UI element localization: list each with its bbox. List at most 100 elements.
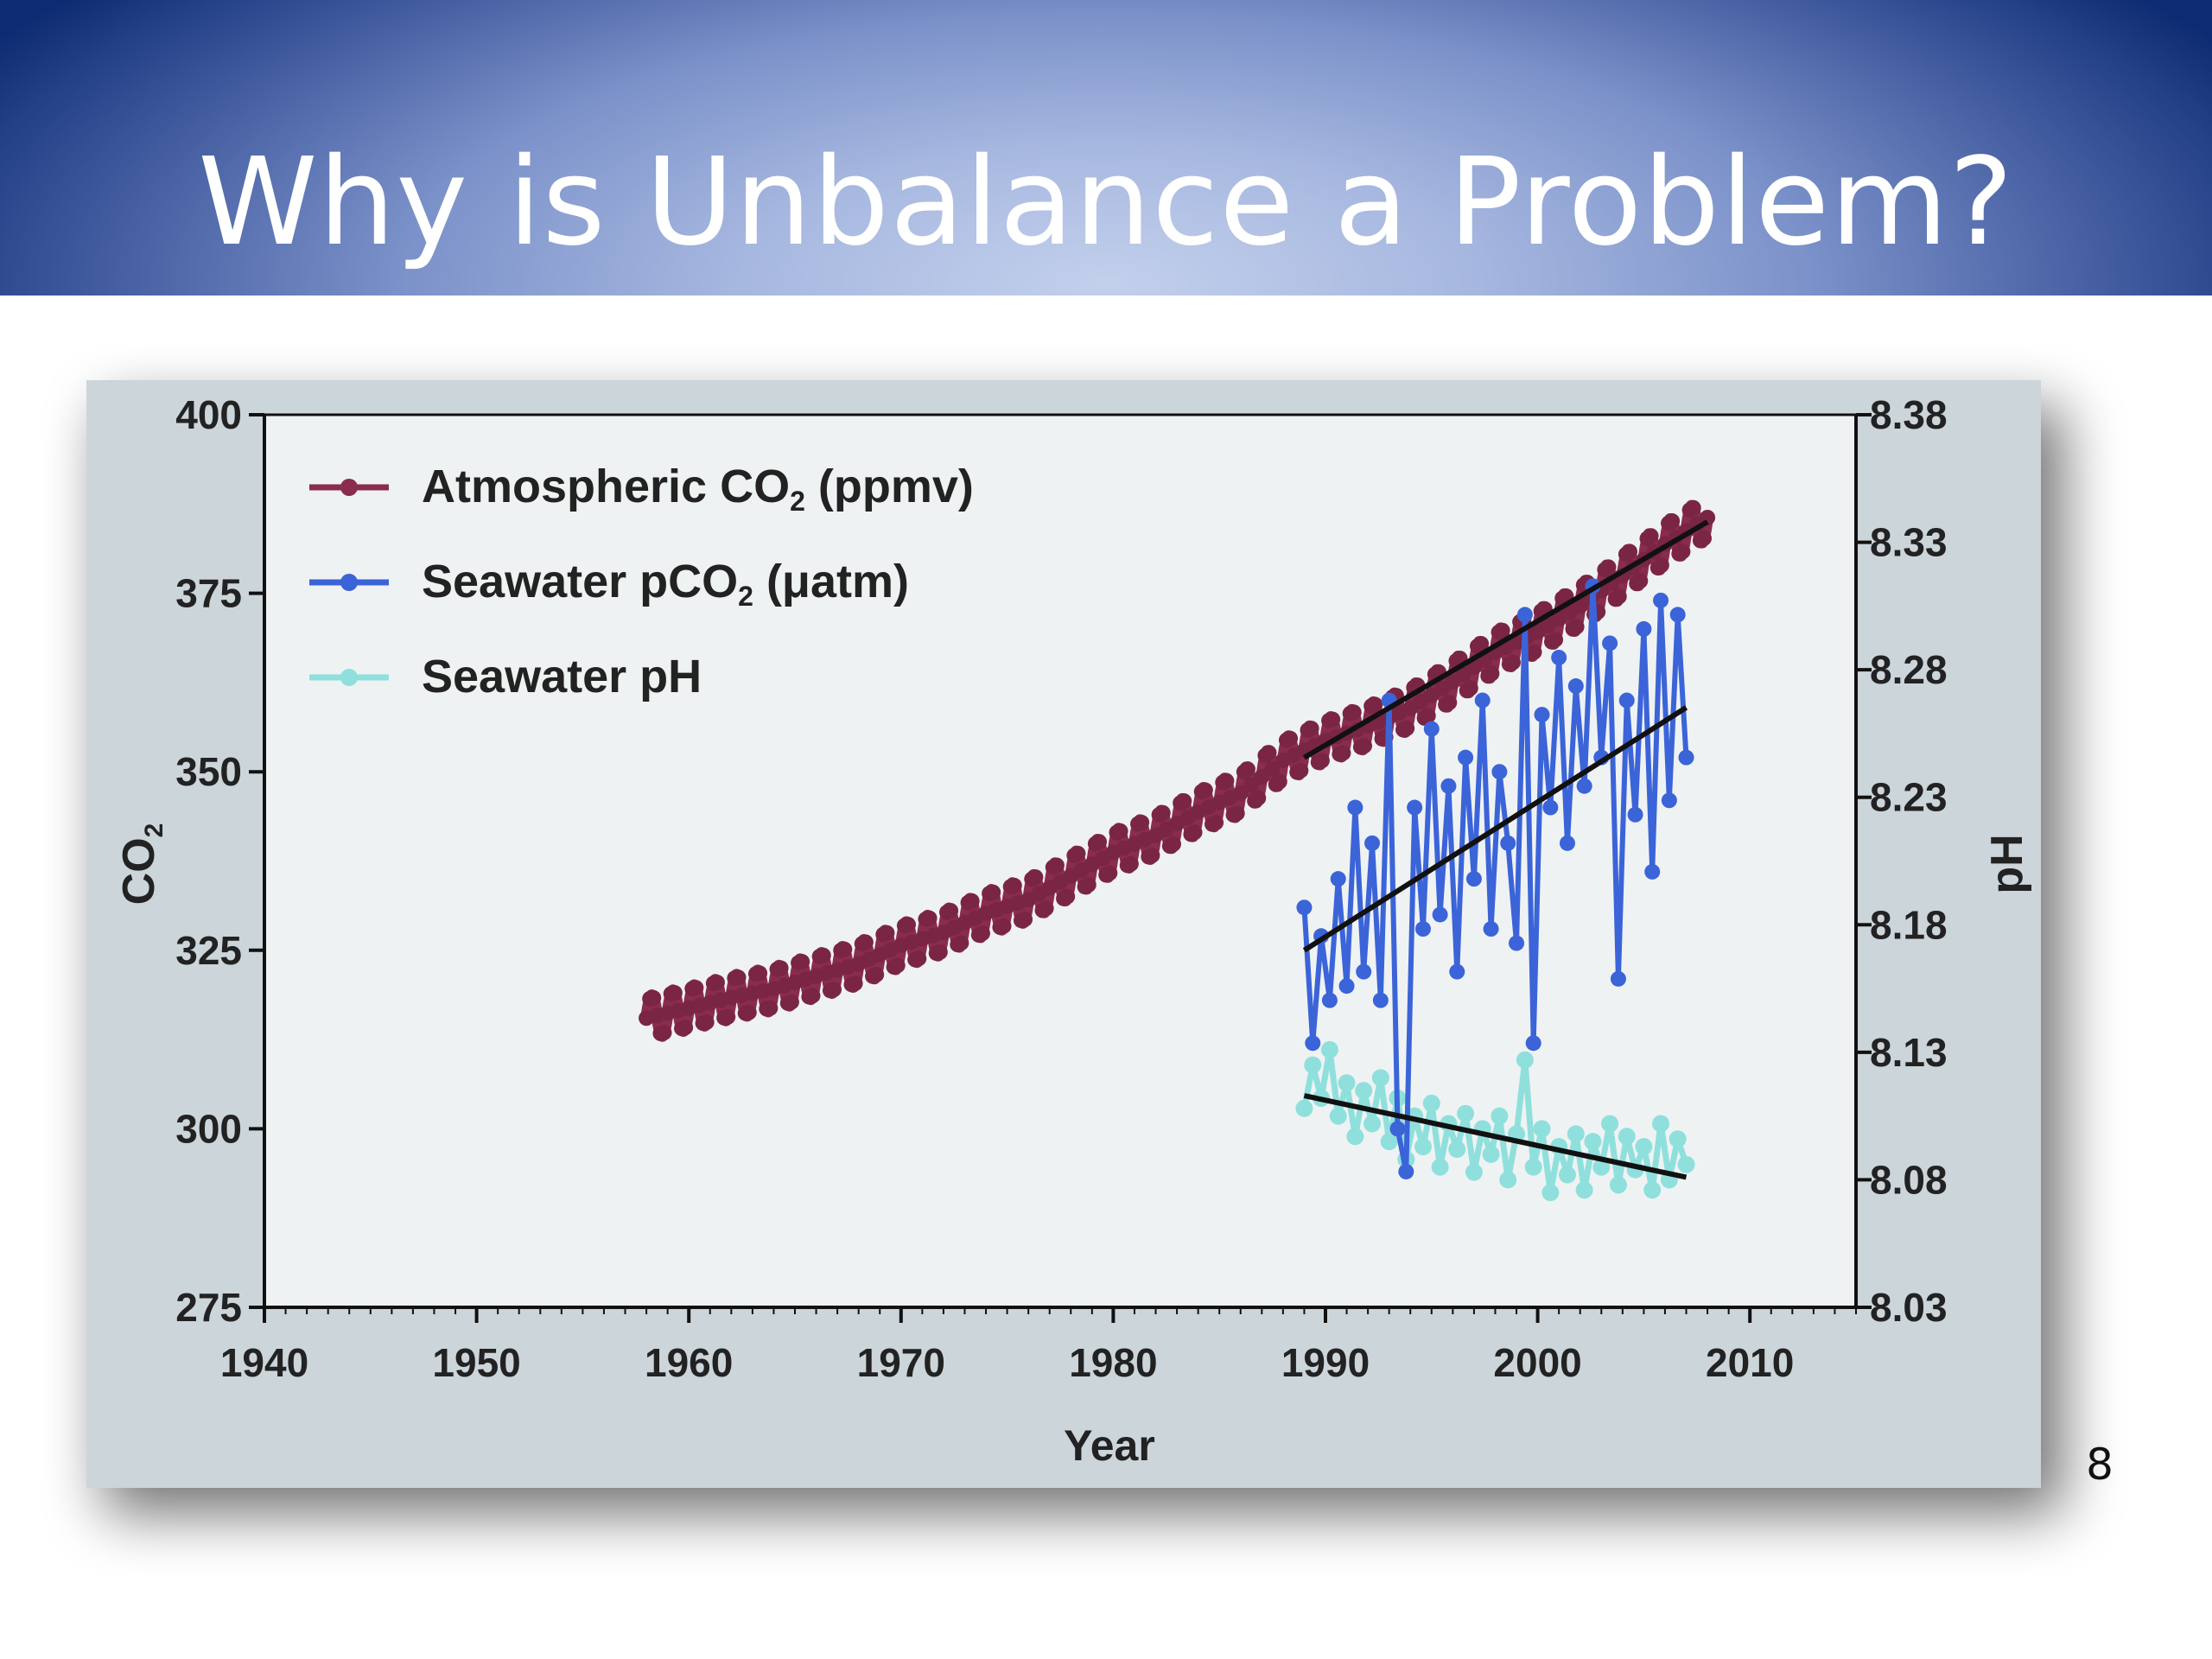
y-right-tick-label: 8.28	[1870, 647, 1948, 692]
pco2-data-point	[1661, 792, 1677, 809]
legend-label-unit: (ppmv)	[805, 461, 974, 512]
ph-data-point	[1584, 1133, 1602, 1151]
co2-data-point	[1048, 857, 1065, 874]
co2-data-point	[974, 925, 990, 942]
y-right-tick-label: 8.08	[1870, 1157, 1948, 1202]
y-axis-left-title-subscript: 2	[140, 823, 168, 838]
co2-data-point	[1685, 499, 1701, 516]
pco2-data-point	[1356, 963, 1372, 980]
ph-data-point	[1491, 1107, 1509, 1125]
co2-data-point	[1017, 911, 1033, 927]
ph-data-point	[1295, 1099, 1313, 1117]
x-tick-label: 1950	[432, 1340, 520, 1385]
co2-data-point	[645, 989, 662, 1006]
ph-data-point	[1422, 1094, 1440, 1112]
ph-data-point	[1304, 1056, 1322, 1074]
y-right-tick-label: 8.38	[1870, 392, 1948, 437]
co2-data-point	[1027, 869, 1044, 886]
co2-data-point	[1568, 619, 1585, 635]
co2-data-point	[1504, 654, 1521, 671]
co2-data-point	[1134, 814, 1150, 830]
co2-data-point	[1548, 632, 1564, 648]
co2-data-point	[1070, 845, 1086, 861]
co2-data-point	[666, 985, 683, 1001]
co2-data-point	[1261, 745, 1277, 761]
y-axis-right-title: pH	[1982, 834, 2032, 893]
co2-data-point	[1282, 730, 1299, 747]
co2-data-point	[953, 935, 969, 951]
co2-data-point	[985, 884, 1001, 900]
co2-data-point	[1664, 513, 1681, 530]
legend-co2-marker	[340, 479, 358, 496]
co2-data-point	[1462, 680, 1478, 696]
pco2-data-point	[1347, 799, 1363, 816]
co2-data-point	[868, 967, 885, 983]
co2-data-point	[995, 918, 1012, 934]
co2-data-point	[720, 1008, 736, 1025]
pco2-data-point	[1576, 778, 1592, 794]
ph-data-point	[1643, 1181, 1662, 1199]
co2-data-point	[1264, 760, 1281, 777]
co2-data-point	[1239, 761, 1255, 778]
pco2-data-point	[1296, 899, 1313, 916]
pco2-data-point	[1669, 607, 1686, 623]
co2-data-point	[1080, 876, 1096, 893]
co2-data-point	[1653, 557, 1669, 574]
ph-data-point	[1524, 1158, 1542, 1176]
header-band	[0, 0, 2212, 296]
pco2-data-point	[1440, 778, 1457, 794]
pco2-data-point	[1551, 649, 1567, 665]
ph-data-point	[1457, 1104, 1475, 1122]
co2-data-point	[1695, 531, 1712, 547]
co2-data-point	[1441, 695, 1458, 711]
co2-data-point	[921, 910, 938, 926]
co2-data-point	[847, 976, 863, 992]
co2-data-point	[1632, 573, 1649, 589]
chart-figure: 1940 1950 1960 1970 1980 1990 2000 2010 275 300 32…	[86, 380, 2041, 1488]
legend-label-main: Atmospheric CO	[422, 461, 790, 512]
co2-data-point	[1038, 900, 1054, 917]
co2-data-point	[857, 934, 874, 950]
legend-label-unit: (μatm)	[753, 556, 909, 607]
co2-data-point	[1325, 711, 1341, 728]
ph-data-point	[1338, 1074, 1356, 1092]
co2-data-point	[656, 1024, 672, 1040]
y-axis-left-title: CO2	[114, 823, 168, 906]
y-left-tick-label: 300	[175, 1106, 242, 1151]
co2-data-point	[688, 980, 704, 996]
x-tick-label: 1980	[1069, 1340, 1157, 1385]
co2-data-point	[1622, 543, 1638, 560]
ph-data-point	[1516, 1051, 1534, 1069]
pco2-data-point	[1423, 721, 1440, 737]
co2-data-point	[1303, 721, 1319, 737]
ph-data-point	[1448, 1141, 1466, 1159]
pco2-data-point	[1330, 871, 1346, 887]
co2-data-point	[1232, 785, 1249, 801]
pco2-data-point	[1678, 749, 1694, 766]
co2-data-point	[698, 1014, 715, 1031]
ph-data-point	[1380, 1133, 1398, 1151]
ph-data-point	[1465, 1163, 1483, 1181]
co2-data-point	[1229, 805, 1245, 822]
ph-data-point	[1346, 1128, 1364, 1146]
ph-data-point	[1635, 1138, 1653, 1156]
pco2-data-point	[1398, 1163, 1414, 1179]
co2-data-point	[1399, 720, 1415, 736]
co2-data-point	[1526, 644, 1542, 660]
pco2-data-point	[1338, 978, 1355, 995]
co2-data-point	[1254, 768, 1270, 785]
co2-data-point	[1420, 708, 1436, 724]
co2-data-point	[889, 957, 906, 974]
ph-data-point	[1669, 1130, 1687, 1148]
pco2-data-point	[1627, 806, 1643, 823]
x-tick-label: 2010	[1706, 1340, 1794, 1385]
x-axis-title: Year	[1064, 1421, 1155, 1470]
co2-data-point	[1335, 745, 1351, 761]
pco2-data-point	[1525, 1035, 1541, 1052]
co2-data-point	[1165, 836, 1181, 852]
pco2-data-point	[1407, 799, 1423, 816]
co2-data-point	[783, 994, 799, 1010]
ph-data-point	[1601, 1115, 1619, 1133]
co2-data-point	[1484, 665, 1500, 682]
co2-data-point	[931, 944, 948, 960]
